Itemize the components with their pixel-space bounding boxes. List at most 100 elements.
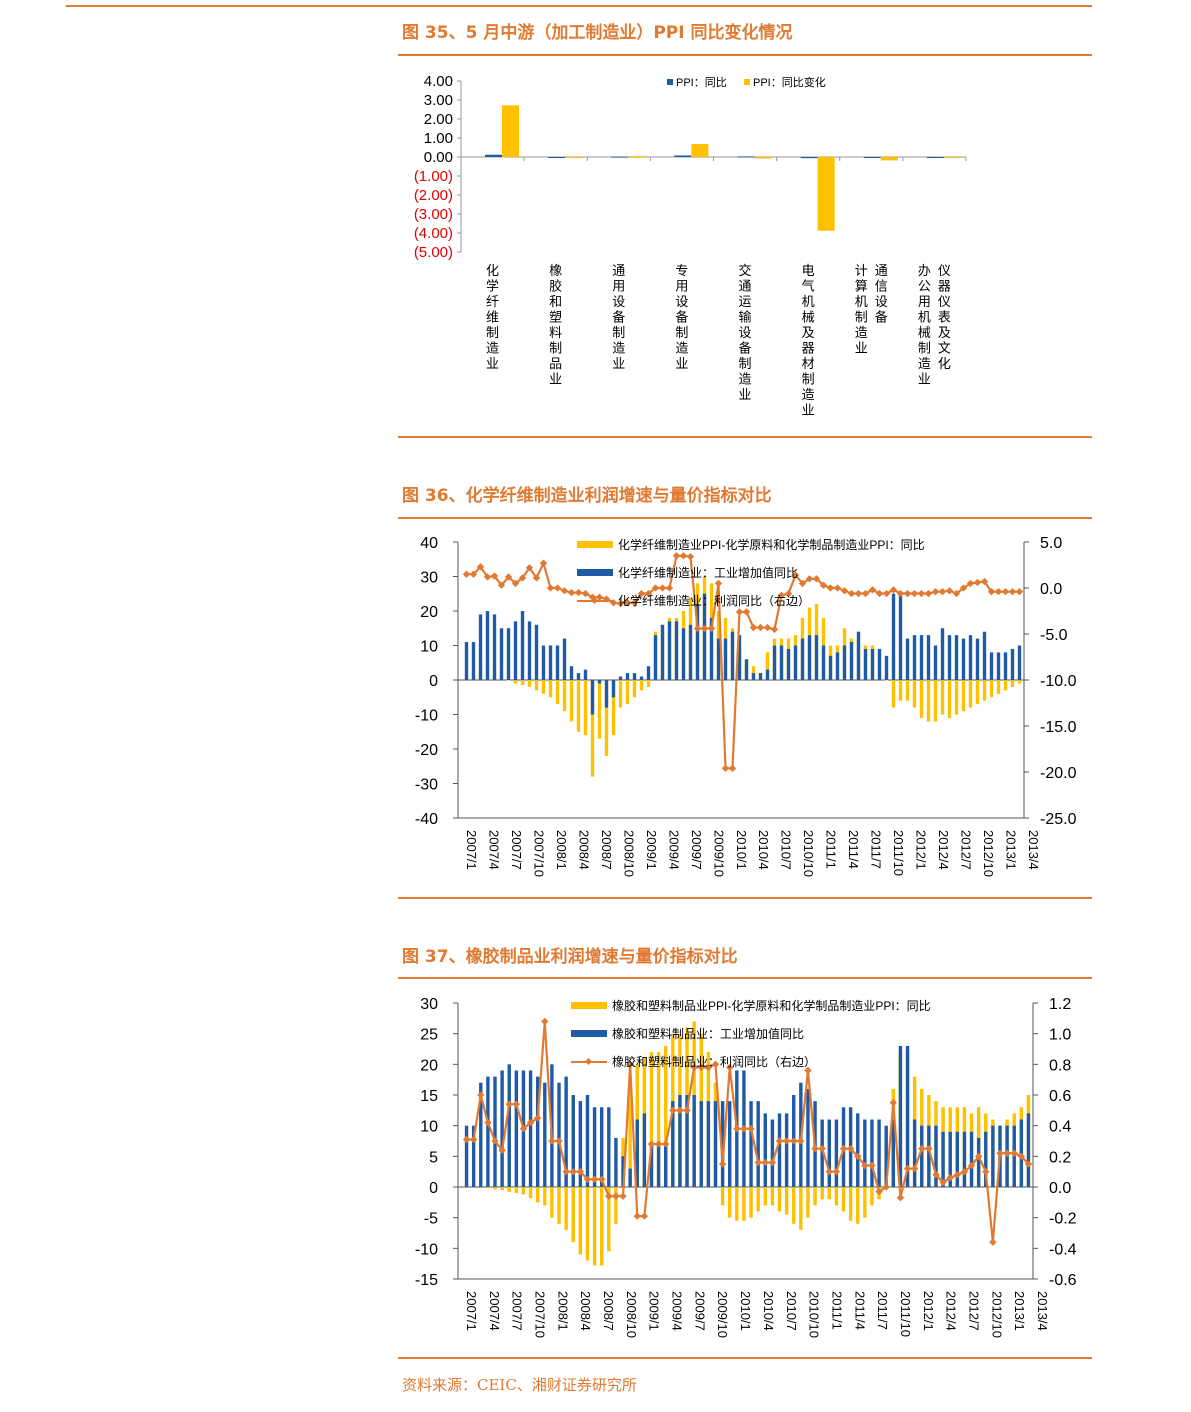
fig36-bar [961,680,966,712]
fig36-bar [541,645,546,680]
fig35-category-char: 备 [675,310,688,325]
fig37-profit-point [711,1060,720,1069]
fig36-bar [891,593,896,680]
fig37-profit-point [818,1144,826,1153]
fig37-bar [614,1137,618,1187]
fig35-category-char: 胶 [549,279,562,294]
fig36-bar [912,635,917,680]
fig36-profit-point [994,588,1003,596]
fig37-x-tick-label: 2010/10 [807,1291,822,1338]
fig37-bar [920,1125,924,1187]
fig37-bar [955,1131,960,1187]
fig37-profit-point [996,1149,1004,1157]
fig37-profit-point [669,1106,677,1115]
fig35-category-char: 交 [739,263,752,278]
fig36-bar [716,638,721,680]
fig36-bar [632,673,637,680]
fig37-bar [856,1187,860,1224]
fig37-bar [863,1187,867,1218]
fig37-bar [820,1187,824,1200]
fig37-bar [834,1187,839,1206]
fig37-bar [848,1187,853,1221]
fig36-bar [961,638,966,680]
fig35-category-char: 造 [612,341,625,356]
fig37-profit-point [541,1017,549,1026]
fig36-x-tick-label: 2011/1 [824,830,839,869]
fig36-legend-marker [590,596,599,605]
fig37-bar [535,1076,540,1187]
fig37-right-tick-label: -0.6 [1049,1272,1077,1289]
fig35-category-char: 用 [675,279,688,294]
fig37-bar [649,1144,654,1187]
fig37-bar [699,1101,703,1187]
fig35-legend-label: PPI：同比 [676,76,727,89]
fig37-bar [870,1187,874,1206]
fig37-bar [599,1187,604,1266]
fig37-right-tick-label: -0.2 [1049,1211,1077,1228]
fig36-bar [926,680,931,722]
source-note: 资料来源：CEIC、湘财证券研究所 [402,1376,637,1394]
fig37-top-rule [398,977,1092,979]
fig37-right-tick-label: 0.8 [1049,1057,1071,1074]
fig37-profit-point [519,1125,528,1133]
fig35-y-tick-label: 4.00 [424,73,453,90]
fig37-legend-label: 橡胶和塑料制品业PPI-化学原料和化学制品制造业PPI：同比 [612,998,931,1013]
fig36-bar [856,631,861,680]
fig36-profit-point [791,571,800,579]
fig37-profit-point [868,1161,876,1170]
fig36-bar [800,638,805,680]
fig36-profit-point [959,584,968,592]
fig37-left-tick-label: 15 [420,1088,438,1105]
fig35-legend-swatch [667,79,673,85]
fig37-right-tick-label: 0.0 [1049,1180,1071,1197]
fig35-bar [754,157,772,159]
fig36-bar [499,628,504,680]
fig35-category-char: 化 [938,356,951,371]
fig37-profit-point [982,1167,990,1176]
fig37-profit-point [598,1175,606,1184]
fig35-category-char: 信 [875,279,888,294]
fig37-bar [628,1088,632,1187]
fig37-x-tick-label: 2010/7 [784,1291,799,1331]
fig36-bar [583,680,588,736]
fig37-x-tick-label: 2008/7 [601,1291,616,1331]
fig37-bar [585,1095,590,1187]
fig36-bar [723,638,728,680]
fig36-bar [989,652,994,680]
fig35-legend-swatch [744,79,750,85]
fig37-bar [770,1119,775,1187]
fig37-profit-point [562,1167,570,1176]
fig36-right-tick-label: -15.0 [1040,719,1077,736]
fig37-profit-point [498,1146,506,1154]
fig37-x-tick-label: 2010/4 [761,1291,776,1331]
fig35-bar [863,157,881,158]
fig36-profit-point [476,563,485,571]
fig35-category-char: 和 [549,294,562,309]
fig37-profit-point [512,1100,521,1108]
fig36-bar [562,680,567,712]
fig35-category-char: 输 [739,310,752,325]
fig36-bar [786,648,791,680]
fig37-x-tick-label: 2012/4 [944,1291,959,1331]
fig37-x-tick-label: 2011/7 [875,1291,890,1330]
fig35-category-char: 业 [918,372,931,387]
fig36-profit-point [532,574,541,582]
fig36-bar [898,593,903,680]
fig36-bar [751,666,756,680]
fig37-bar [649,1052,654,1187]
fig37-right-tick-label: 0.4 [1049,1119,1071,1136]
fig35-bar [674,155,692,157]
fig35-category-char: 专 [675,263,688,278]
fig37-profit-point [718,1160,727,1168]
fig35-category-char: 制 [739,356,752,371]
fig35-category-char: 备 [875,310,888,325]
fig36-profit-point [560,587,569,595]
fig35-category-char: 机 [855,294,868,309]
fig35-bar [485,154,502,157]
fig36-bar [828,655,833,680]
fig37-bar [856,1113,860,1187]
fig36-bar [751,673,756,680]
fig36-bar [555,645,560,680]
